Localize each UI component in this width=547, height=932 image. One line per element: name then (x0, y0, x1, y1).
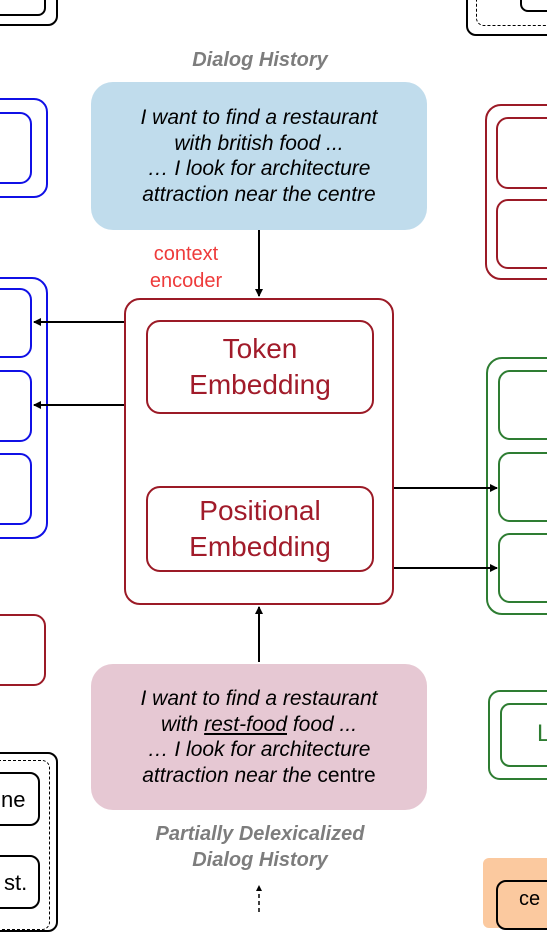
token-embedding-box: Token Embedding (146, 320, 374, 414)
delex-slot-token: rest-food (204, 712, 287, 736)
right-green-slot-1 (498, 370, 547, 440)
left-top-cropped-inner-box (0, 0, 46, 16)
left-blue-slot-2 (0, 370, 32, 442)
right-orange-label: ce (519, 888, 541, 910)
delex-line-2-suffix: food ... (287, 712, 358, 736)
delexicalized-history-bubble: I want to find a restaurant with rest-fo… (91, 664, 427, 810)
right-top-cropped-inner (520, 0, 547, 12)
token-embedding-line1: Token (222, 333, 298, 364)
arrows-layer (33, 230, 498, 912)
delex-line-2: with rest-food food ... (161, 712, 357, 738)
left-slot-label-2: st. (4, 870, 28, 895)
dialog-history-bubble: I want to find a restaurant with british… (91, 82, 427, 230)
right-green-cropped-box (488, 690, 547, 780)
right-top-cropped-dashed (476, 0, 547, 26)
left-slot-label-1: ne (1, 787, 26, 812)
right-red-slot-2 (496, 199, 547, 269)
delexicalized-history-title-line1: Partially Delexicalized (155, 823, 365, 845)
left-blue-group (0, 277, 48, 539)
delex-line-3: … I look for architecture (147, 738, 371, 761)
positional-embedding-box: Positional Embedding (146, 486, 374, 572)
left-red-cropped-box (0, 614, 46, 686)
positional-embedding-line2: Embedding (189, 531, 331, 562)
right-green-label: L (537, 720, 547, 747)
context-encoder-label-line2: encoder (149, 270, 223, 292)
delex-line-4-plain: centre (311, 763, 376, 787)
dialog-line-3: … I look for architecture (147, 157, 371, 180)
left-top-cropped-box (0, 0, 58, 26)
right-green-slot-2 (498, 452, 547, 522)
right-top-cropped-box (466, 0, 547, 36)
delex-line-2-prefix: with (160, 712, 205, 736)
positional-embedding-line1: Positional (199, 495, 321, 526)
delex-line-4-italic: attraction near the (142, 763, 312, 787)
dialog-line-4: attraction near the centre (142, 182, 376, 206)
delex-line-1: I want to find a restaurant (140, 687, 378, 710)
left-blue-slot-1 (0, 288, 32, 358)
right-red-slot-1 (496, 117, 547, 189)
right-green-slot-3 (498, 533, 547, 603)
right-green-group (486, 357, 547, 615)
dialog-line-1: I want to find a restaurant (140, 106, 378, 129)
right-red-group (485, 104, 547, 280)
right-green-cropped-inner (500, 703, 547, 767)
left-blue-slot-top (0, 112, 32, 184)
left-blue-group-top (0, 98, 48, 198)
context-encoder-box: Token Embedding Positional Embedding (124, 298, 394, 605)
delexicalized-history-title-line2: Dialog History (192, 849, 328, 871)
delex-line-4: attraction near the centre (142, 763, 375, 789)
left-blue-slot-3 (0, 453, 32, 525)
context-encoder-label-line1: context (153, 243, 219, 265)
token-embedding-line2: Embedding (189, 369, 331, 400)
dialog-history-title: Dialog History (192, 49, 328, 71)
left-slot-box-2 (0, 855, 40, 909)
left-slot-box-1 (0, 772, 40, 826)
dialog-line-2: with british food ... (174, 131, 344, 155)
